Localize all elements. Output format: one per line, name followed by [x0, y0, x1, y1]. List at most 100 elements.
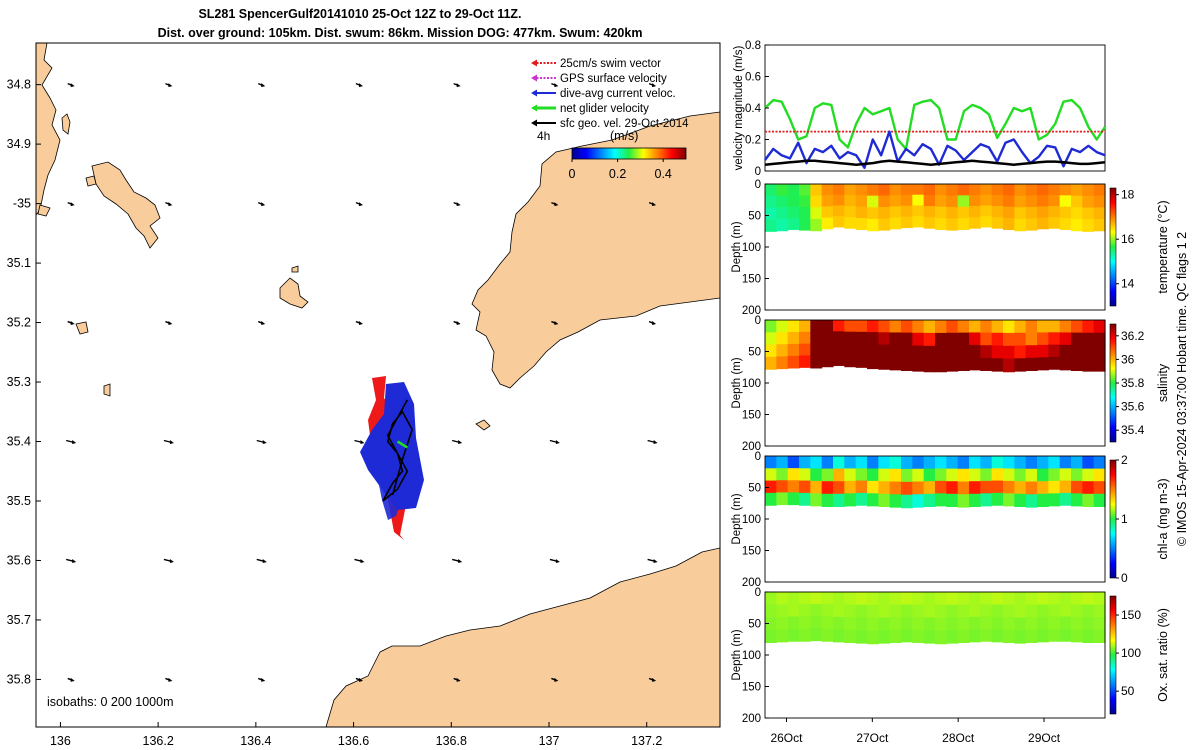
section-cell: [799, 480, 811, 494]
section-cell: [1025, 218, 1038, 231]
section-cell: [821, 343, 834, 356]
section-cell: [1014, 332, 1027, 347]
section-cell: [878, 184, 891, 197]
section-cell: [1014, 358, 1027, 372]
section-cell: [889, 617, 902, 631]
section-cell: [1059, 357, 1072, 371]
section-cell: [991, 480, 1004, 494]
section-cell: [799, 343, 811, 357]
section-cell: [1003, 345, 1015, 360]
section-cell: [799, 331, 811, 345]
section-cell: [776, 356, 789, 370]
colorbar-tick-label: 0: [569, 167, 576, 181]
depth-tick-label: 150: [742, 546, 761, 558]
section-cell: [855, 218, 868, 230]
section-cell: [946, 617, 959, 631]
section-cell: [1093, 629, 1106, 643]
section-cell: [765, 344, 777, 358]
section-cell: [867, 630, 879, 645]
section-cell: [1003, 493, 1015, 507]
section-cell: [1093, 592, 1106, 606]
section-cell: [765, 468, 777, 482]
velocity-panel: 0 0.2 0.4 0.6 0.8 velocity magnitude (m/s): [733, 40, 1107, 178]
section-cell: [1025, 494, 1038, 508]
net-glider-velocity-mark: [396, 440, 408, 449]
section-cell: [1025, 456, 1038, 470]
section-cell: [969, 481, 981, 495]
time-tick-label: 29Oct: [1028, 731, 1061, 745]
section-cell: [1014, 218, 1027, 232]
section-cell: [969, 456, 981, 470]
section-cell: [765, 184, 777, 197]
legend-entry: net glider velocity: [531, 103, 649, 115]
section-cell: [867, 320, 879, 333]
section-cell: [833, 354, 845, 366]
geo-velocity-arrow: [452, 558, 463, 563]
section-cell: [878, 617, 891, 631]
legend-arrowhead: [531, 89, 537, 97]
section-cell: [810, 592, 823, 605]
section-cell: [878, 630, 891, 644]
section-cell: [923, 630, 936, 644]
depth-tick-label: 50: [748, 347, 761, 359]
section-cell: [1003, 468, 1015, 482]
section-cell: [1037, 592, 1049, 606]
legend-arrowhead: [531, 74, 537, 82]
geo-velocity-arrow: [67, 320, 75, 326]
section-cell: [1003, 456, 1015, 470]
section-cell: [889, 604, 902, 618]
section-cell: [1037, 629, 1049, 643]
section-cell: [787, 184, 800, 196]
section-cell: [1037, 357, 1049, 371]
section-cell: [878, 604, 891, 619]
section-colorbar: [1109, 323, 1117, 443]
section-cell: [844, 456, 857, 470]
section-cell: [776, 492, 789, 506]
section-cell: [776, 207, 789, 220]
map-x-tick-label: 136.2: [143, 734, 174, 748]
section-cell: [1059, 332, 1072, 346]
depth-tick-label: 50: [748, 483, 761, 495]
map-x-tick-label: 136: [50, 734, 71, 748]
section-cell: [969, 629, 981, 643]
section-cell: [787, 592, 800, 605]
colorbar-label: salinity: [1156, 363, 1170, 402]
colorbar-tick-label: 35.4: [1121, 423, 1145, 437]
section-cell: [912, 592, 925, 606]
section-cell: [946, 493, 959, 507]
depth-tick-label: 150: [742, 274, 761, 286]
map-y-tick-label: 35.3: [7, 375, 31, 389]
section-cell: [957, 468, 970, 483]
section-cell: [901, 194, 913, 207]
section-cell: [991, 195, 1004, 207]
section-cell: [957, 320, 970, 334]
section-cell: [833, 331, 845, 344]
section-cell: [810, 343, 823, 357]
section-cell: [855, 604, 868, 619]
section-cell: [1071, 592, 1083, 606]
section-cell: [935, 480, 947, 494]
section-cell: [1025, 184, 1038, 197]
depth-tick-label: 0: [755, 315, 761, 327]
section-cell: [1093, 218, 1106, 232]
section-cell: [980, 592, 993, 605]
section-cell: [1048, 592, 1061, 605]
section-cell: [833, 493, 845, 507]
section-cell: [1003, 358, 1015, 373]
section-cell: [935, 195, 947, 208]
section-cell: [957, 494, 970, 508]
section-cell: [889, 344, 902, 358]
chart-subtitle: Dist. over ground: 105km. Dist. swum: 86…: [157, 26, 643, 40]
geo-velocity-arrow: [551, 201, 559, 207]
section-cell: [1059, 480, 1072, 494]
section-cell: [957, 332, 970, 346]
velocity-y-tick-label: 0: [755, 166, 761, 178]
section-cell: [901, 494, 913, 509]
glider-track: [360, 376, 424, 540]
depth-tick-label: 50: [748, 211, 761, 223]
legend-arrowhead: [531, 119, 537, 127]
section-cell: [969, 206, 981, 218]
legend-label: GPS surface velocity: [560, 73, 667, 85]
geo-velocity-arrow: [165, 201, 173, 207]
section-cell: [946, 195, 959, 208]
